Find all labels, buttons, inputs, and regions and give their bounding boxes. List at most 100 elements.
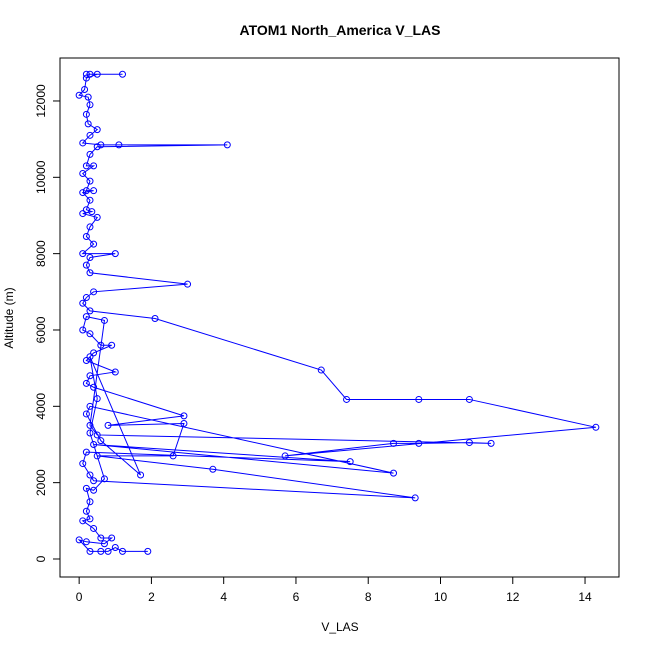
data-point [75,536,83,544]
data-point [93,70,101,78]
data-point [88,208,96,216]
data-point [86,372,94,380]
data-point [90,486,98,494]
data-point [86,253,94,261]
x-tick-label: 10 [434,590,448,604]
data-point [84,93,92,101]
data-point [82,110,90,118]
data-point [415,439,423,447]
data-point [97,437,105,445]
data-point [93,395,101,403]
data-point [82,357,90,365]
y-tick-label: 12000 [34,84,48,118]
data-point [86,269,94,277]
data-point [97,534,105,542]
x-tick-label: 0 [76,590,83,604]
data-point [411,494,419,502]
data-point [82,294,90,302]
y-tick-label: 4000 [34,393,48,420]
data-point [90,162,98,170]
data-point [82,410,90,418]
data-point [82,538,90,546]
data-point [465,439,473,447]
data-point [100,316,108,324]
data-point [346,458,354,466]
data-point [75,91,83,99]
data-point [86,307,94,315]
data-point [79,139,87,147]
x-tick-label: 14 [578,590,592,604]
data-point [390,469,398,477]
data-point [90,440,98,448]
data-point [100,475,108,483]
x-tick-label: 12 [506,590,520,604]
data-point [209,465,217,473]
data-point [90,477,98,485]
y-axis-label: Altitude (m) [2,287,16,348]
data-point [90,288,98,296]
data-point [82,313,90,321]
data-point [82,261,90,269]
x-tick-label: 2 [148,590,155,604]
data-point [86,196,94,204]
data-point [86,429,94,437]
data-point [111,544,119,552]
data-point [81,86,89,94]
data-point [104,421,112,429]
data-point [79,210,87,218]
data-point [137,471,145,479]
data-point [465,395,473,403]
data-point [119,70,127,78]
data-point [86,515,94,523]
data-point [82,162,90,170]
data-point [343,395,351,403]
data-point [90,240,98,248]
data-point [79,250,87,258]
data-point [390,439,398,447]
data-point [281,452,289,460]
data-point [79,169,87,177]
data-point [184,280,192,288]
data-point [82,70,90,78]
data-point [90,524,98,532]
data-point [487,439,495,447]
data-point [108,341,116,349]
data-point [90,383,98,391]
data-point [119,547,127,555]
data-point [86,177,94,185]
data-point [86,498,94,506]
x-axis-label: V_LAS [321,620,358,634]
data-point [144,547,152,555]
data-line [77,73,596,552]
data-point [82,187,90,195]
data-point [93,126,101,134]
x-tick-label: 4 [220,590,227,604]
y-tick-label: 10000 [34,160,48,194]
data-point [115,141,123,149]
data-point [86,150,94,158]
data-point [86,101,94,109]
data-point [111,250,119,258]
y-tick-label: 0 [34,555,48,562]
data-point [97,341,105,349]
data-point [97,547,105,555]
data-point [93,452,101,460]
data-point [180,419,188,427]
data-point [151,315,159,323]
data-point [169,452,177,460]
data-point [86,402,94,410]
data-point [82,74,90,82]
data-point [86,421,94,429]
data-point [223,141,231,149]
y-tick-label: 2000 [34,469,48,496]
data-point [93,143,101,151]
y-tick-label: 8000 [34,240,48,267]
data-point [111,368,119,376]
data-point [79,517,87,525]
x-tick-label: 6 [293,590,300,604]
data-point [104,547,112,555]
data-point [86,471,94,479]
chart-title: ATOM1 North_America V_LAS [240,22,441,38]
data-point [82,507,90,515]
